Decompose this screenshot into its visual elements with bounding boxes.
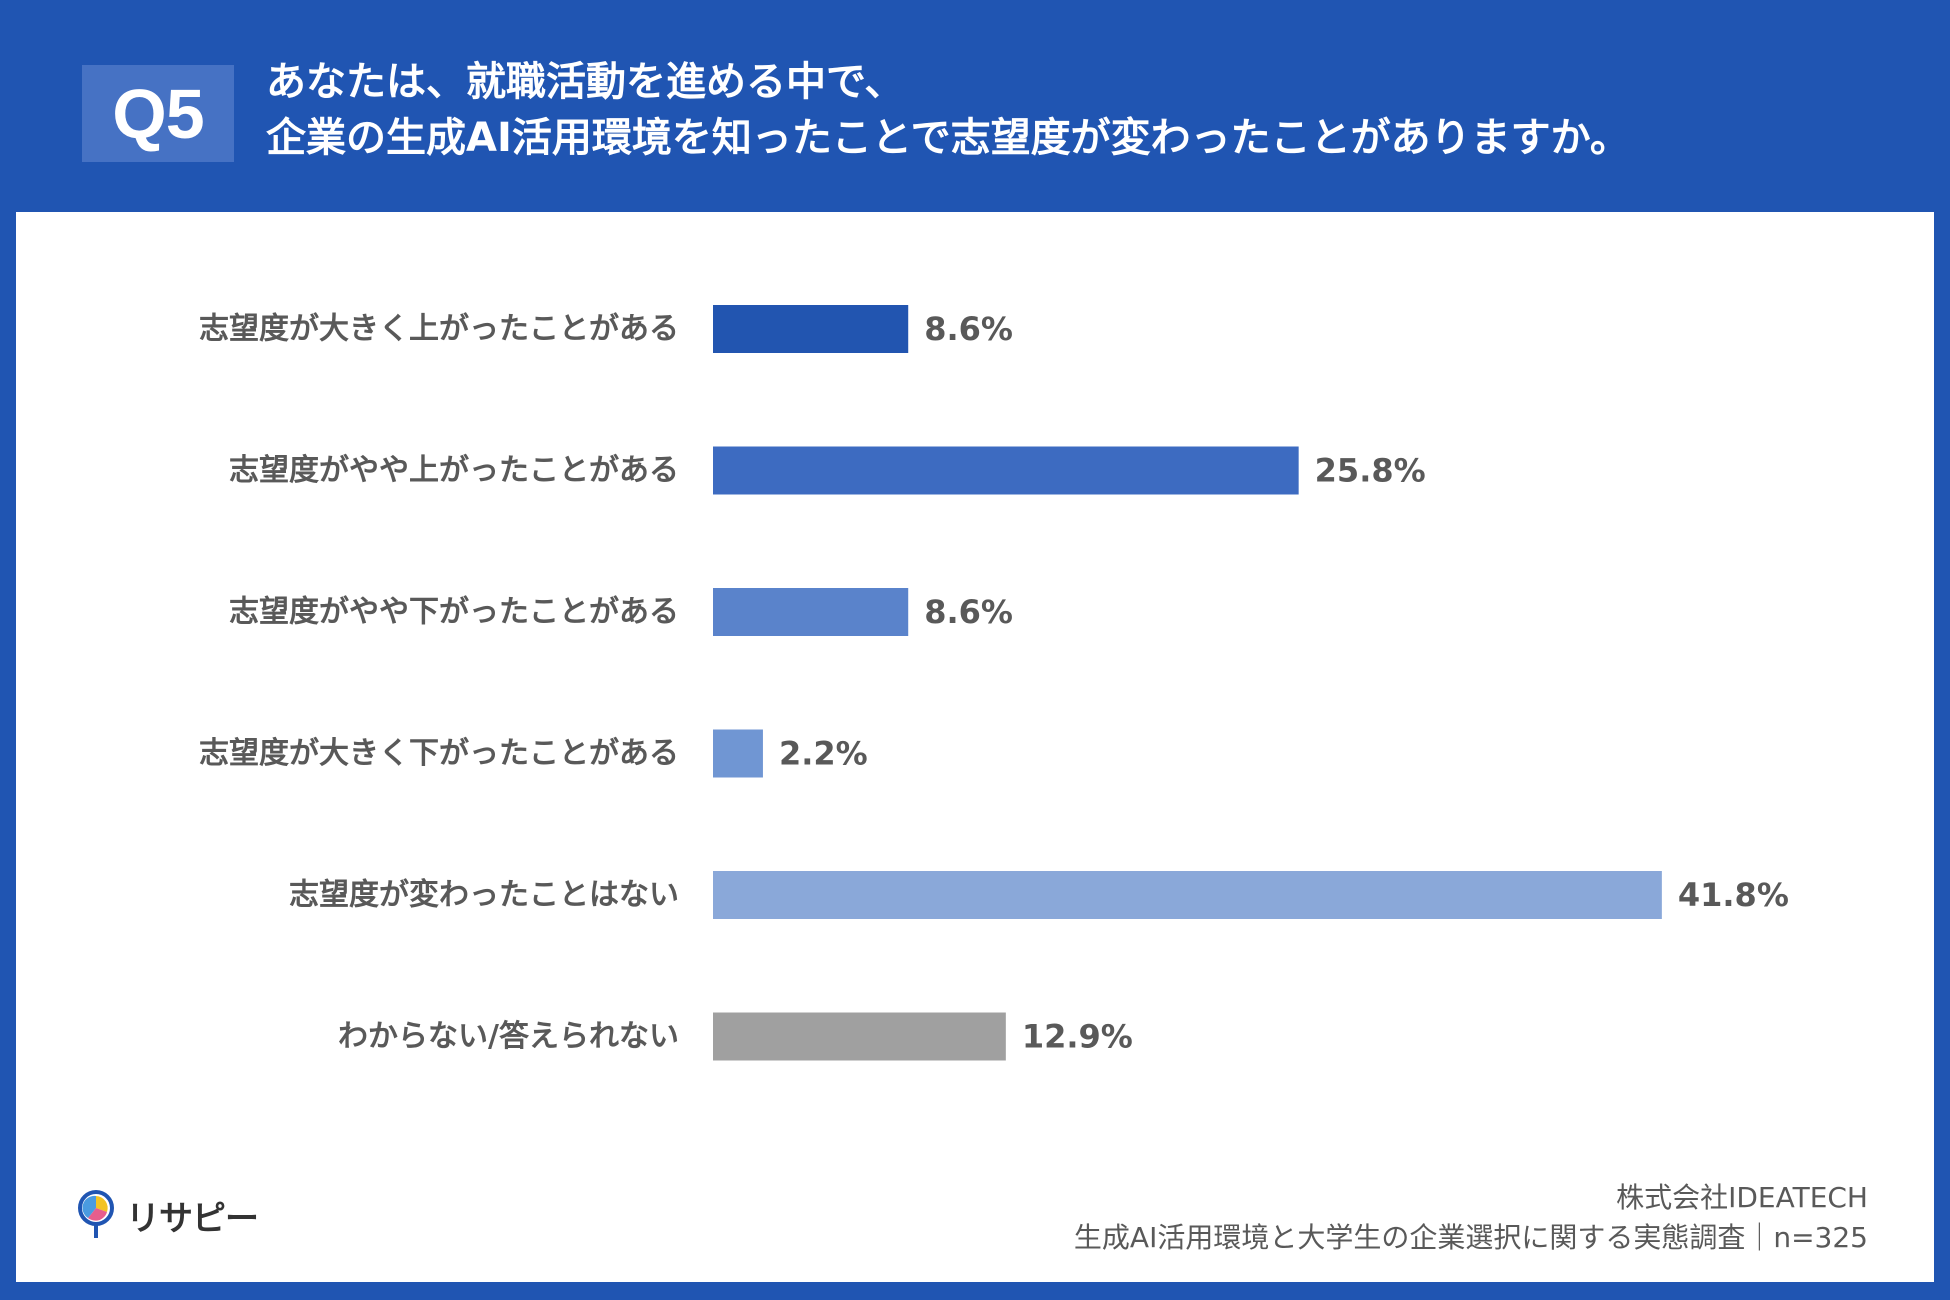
category-label: 志望度が変わったことはない bbox=[289, 878, 679, 913]
bar bbox=[713, 729, 763, 778]
value-label: 41.8% bbox=[1678, 876, 1789, 914]
category-label: わからない/答えられない bbox=[338, 1019, 679, 1054]
value-label: 2.2% bbox=[779, 735, 868, 773]
bar bbox=[713, 305, 909, 353]
category-label: 志望度がやや上がったことがある bbox=[229, 453, 679, 488]
bar-chart: 志望度が大きく上がったことがある 8.6% 志望度がやや上がったことがある 25.8%… bbox=[199, 305, 1789, 1061]
bar bbox=[713, 446, 1299, 495]
survey-source: 生成AI活用環境と大学生の企業選択に関する実態調査｜n=325 bbox=[1073, 1221, 1868, 1254]
value-label: 8.6% bbox=[924, 310, 1013, 348]
brand-logo-text: リサピー bbox=[126, 1198, 259, 1239]
chart-panel: 志望度が大きく上がったことがある 8.6% 志望度がやや上がったことがある 25.8%… bbox=[16, 212, 1934, 1282]
source-credit: 株式会社IDEATECH 生成AI活用環境と大学生の企業選択に関する実態調査｜n… bbox=[1074, 1178, 1868, 1258]
question-title-line-1: あなたは、就職活動を進める中で、 bbox=[266, 59, 905, 105]
company-name: 株式会社IDEATECH bbox=[1616, 1181, 1868, 1214]
pin-logo-icon bbox=[78, 1190, 114, 1238]
category-label: 志望度が大きく上がったことがある bbox=[199, 312, 679, 347]
bar bbox=[713, 588, 909, 636]
question-title: あなたは、就職活動を進める中で、 企業の生成AI活用環境を知ったことで志望度が変… bbox=[266, 54, 1926, 166]
category-label: 志望度がやや下がったことがある bbox=[229, 595, 679, 630]
value-label: 25.8% bbox=[1315, 452, 1426, 490]
question-badge: Q5 bbox=[82, 65, 234, 162]
category-label: 志望度が大きく下がったことがある bbox=[199, 736, 679, 771]
bar bbox=[713, 1012, 1006, 1061]
brand-logo: リサピー bbox=[76, 1190, 259, 1240]
value-label: 8.6% bbox=[924, 593, 1013, 631]
bar bbox=[713, 871, 1662, 919]
value-label: 12.9% bbox=[1022, 1018, 1133, 1056]
question-title-line-2: 企業の生成AI活用環境を知ったことで志望度が変わったことがありますか。 bbox=[266, 115, 1630, 161]
